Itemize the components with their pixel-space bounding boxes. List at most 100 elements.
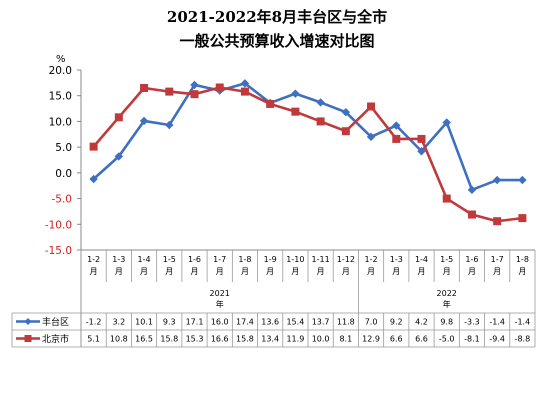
year-label-unit: 年: [443, 299, 451, 309]
category-label-unit: 月: [241, 267, 249, 276]
category-label: 1-6: [465, 255, 478, 264]
table-cell-value: -1.2: [86, 318, 102, 327]
data-point-square: [316, 117, 325, 126]
data-point-diamond: [518, 175, 527, 185]
category-label: 1-5: [440, 255, 453, 264]
table-cell-value: 16.6: [211, 335, 229, 344]
category-label: 1-6: [188, 255, 201, 264]
category-label-unit: 月: [90, 267, 98, 276]
table-cell-value: 9.3: [163, 318, 176, 327]
category-label-unit: 月: [317, 267, 325, 276]
table-cell-value: 3.2: [112, 318, 125, 327]
table-cell-value: 10.8: [110, 335, 128, 344]
legend-series-name: 丰台区: [42, 316, 69, 328]
table-cell-value: -5.0: [439, 335, 455, 344]
data-point-diamond: [492, 175, 502, 185]
category-label-unit: 月: [115, 267, 123, 276]
table-cell-value: 15.8: [160, 335, 178, 344]
category-label-unit: 月: [518, 267, 526, 276]
table-cell-value: 15.4: [286, 318, 304, 327]
table-cell-value: 11.9: [286, 335, 304, 344]
category-label: 1-9: [264, 255, 277, 264]
y-tick-label: -10.0: [45, 219, 72, 231]
table-cell-value: 12.9: [362, 335, 380, 344]
data-point-square: [392, 134, 401, 143]
data-point-diamond: [366, 132, 376, 142]
y-tick-label: 20.0: [49, 65, 72, 77]
table-cell-value: -1.4: [515, 318, 531, 327]
legend-key-diamond: [24, 318, 32, 325]
data-point-square: [140, 84, 149, 92]
table-cell-value: -3.3: [464, 318, 480, 327]
y-axis-label: %: [56, 54, 66, 65]
category-label-unit: 月: [291, 267, 299, 276]
year-label: 2021: [210, 289, 230, 298]
category-label: 1-3: [112, 255, 125, 264]
category-label: 1-8: [238, 255, 251, 264]
data-point-diamond: [417, 147, 426, 156]
category-label-unit: 月: [418, 267, 426, 276]
table-cell-value: 10.0: [312, 335, 330, 344]
data-point-square: [341, 127, 350, 136]
category-label-unit: 月: [165, 267, 173, 276]
category-label-unit: 月: [493, 267, 501, 276]
data-point-diamond: [89, 174, 98, 184]
data-point-diamond: [392, 121, 401, 130]
table-cell-value: -1.4: [489, 318, 505, 327]
y-tick-label: -5.0: [52, 194, 73, 206]
data-point-square: [165, 87, 174, 96]
y-tick-label: 15.0: [49, 91, 72, 103]
table-cell-value: 11.8: [337, 318, 355, 327]
data-point-square: [215, 83, 224, 92]
data-point-square: [240, 87, 249, 96]
category-label: 1-3: [390, 255, 403, 264]
year-label-unit: 年: [216, 299, 224, 309]
table-cell-value: 9.2: [390, 318, 403, 327]
y-tick-label: -15.0: [45, 245, 72, 257]
y-tick-label: 10.0: [49, 116, 72, 128]
table-cell-value: 17.4: [236, 318, 254, 327]
category-label: 1-2: [87, 255, 100, 264]
table-cell-value: 4.2: [415, 318, 428, 327]
table-cell-value: 10.1: [135, 318, 153, 327]
data-point-square: [266, 99, 275, 108]
category-label: 1-12: [337, 255, 355, 264]
data-point-diamond: [165, 120, 174, 130]
y-tick-label: 5.0: [55, 142, 72, 154]
chart-title-line1: 2021-2022年8月丰台区与全市: [167, 8, 387, 26]
table-cell-value: -8.8: [515, 335, 531, 344]
data-point-diamond: [442, 118, 451, 127]
category-label: 1-5: [163, 255, 176, 264]
data-point-square: [114, 113, 123, 122]
table-cell-value: 16.0: [211, 318, 229, 327]
legend-key-square: [24, 335, 32, 342]
table-cell-value: 6.6: [415, 335, 428, 344]
series-line-1: [92, 86, 523, 223]
category-label-unit: 月: [443, 267, 451, 276]
table-cell-value: 15.3: [186, 335, 204, 344]
table-cell-value: 13.4: [261, 335, 279, 344]
data-point-square: [190, 90, 199, 99]
category-label: 1-4: [415, 255, 428, 264]
category-label-unit: 月: [342, 267, 350, 276]
legend-series-name: 北京市: [42, 333, 69, 345]
category-label: 1-7: [213, 255, 226, 264]
data-point-diamond: [467, 185, 477, 195]
category-label: 1-2: [365, 255, 378, 264]
table-cell-value: 17.1: [186, 318, 204, 327]
data-point-square: [291, 107, 300, 116]
data-point-square: [442, 194, 451, 203]
table-cell-value: 6.6: [390, 335, 403, 344]
table-cell-value: 13.7: [312, 318, 330, 327]
table-cell-value: 8.1: [339, 335, 352, 344]
table-cell-value: 7.0: [365, 318, 378, 327]
table-cell-value: 13.6: [261, 318, 279, 327]
data-point-square: [493, 217, 502, 226]
category-label: 1-7: [491, 255, 504, 264]
table-cell-value: -8.1: [464, 335, 480, 344]
data-point-diamond: [190, 80, 199, 90]
category-label-unit: 月: [468, 267, 476, 276]
category-label: 1-11: [312, 255, 330, 264]
table-cell-value: 5.1: [87, 335, 100, 344]
data-point-diamond: [316, 98, 325, 107]
